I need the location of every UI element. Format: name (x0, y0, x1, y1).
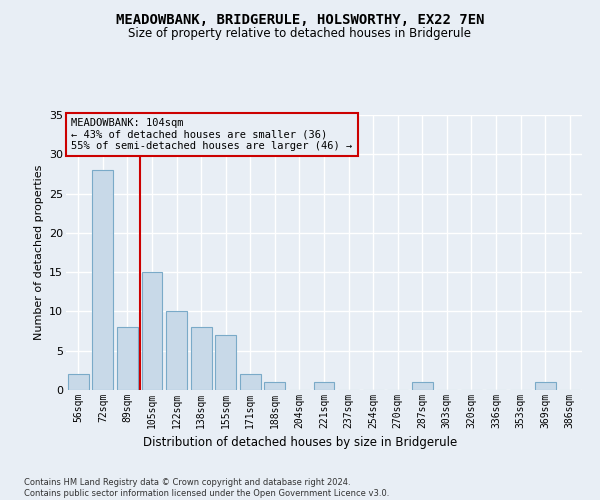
Bar (191, 327, 212, 390)
Text: Size of property relative to detached houses in Bridgerule: Size of property relative to detached ho… (128, 28, 472, 40)
Bar (68, 374, 89, 390)
Text: Contains HM Land Registry data © Crown copyright and database right 2024.
Contai: Contains HM Land Registry data © Crown c… (24, 478, 389, 498)
Bar (92, 170, 113, 390)
Text: MEADOWBANK: 104sqm
← 43% of detached houses are smaller (36)
55% of semi-detache: MEADOWBANK: 104sqm ← 43% of detached hou… (71, 118, 352, 151)
Bar (412, 382, 433, 390)
Bar (535, 382, 556, 390)
Bar (314, 382, 334, 390)
Bar (215, 335, 236, 390)
Y-axis label: Number of detached properties: Number of detached properties (34, 165, 44, 340)
Text: Distribution of detached houses by size in Bridgerule: Distribution of detached houses by size … (143, 436, 457, 449)
Bar (166, 312, 187, 390)
Bar (265, 382, 286, 390)
Bar (142, 272, 163, 390)
Text: MEADOWBANK, BRIDGERULE, HOLSWORTHY, EX22 7EN: MEADOWBANK, BRIDGERULE, HOLSWORTHY, EX22… (116, 12, 484, 26)
Bar (240, 374, 261, 390)
Bar (117, 327, 138, 390)
